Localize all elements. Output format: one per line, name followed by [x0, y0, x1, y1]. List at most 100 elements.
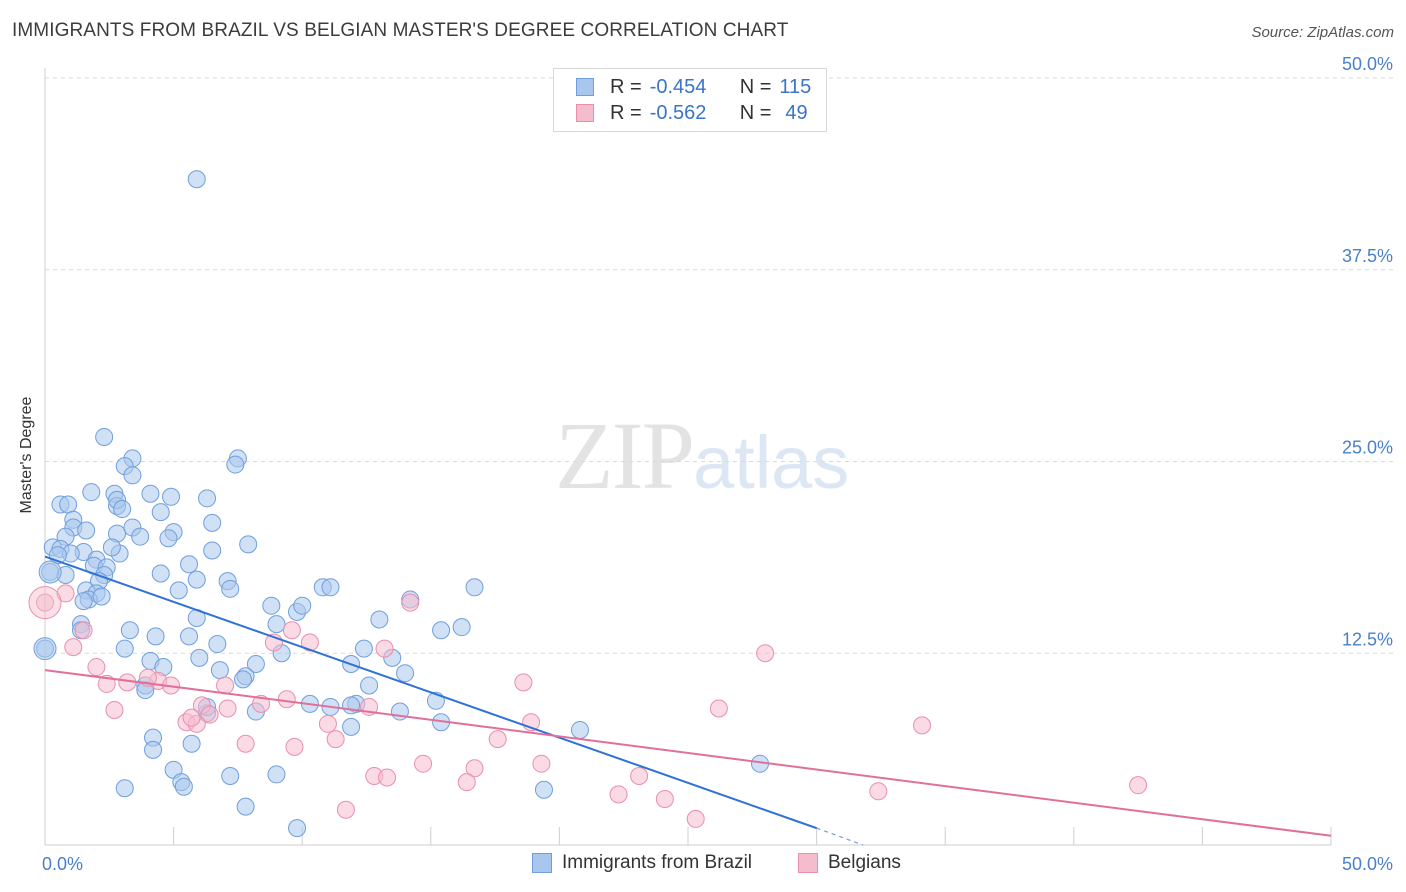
brazil-point	[226, 455, 245, 474]
legend-row-belgians: R = -0.562 N = 49	[576, 101, 808, 125]
brazil-point	[187, 570, 206, 589]
brazil-point	[74, 592, 93, 611]
trend-line-brazil-extension	[816, 827, 864, 846]
brazil-point	[208, 635, 227, 654]
y-axis-label-wrap: Master's Degree	[0, 0, 52, 892]
y-tick-label: 50.0%	[1342, 54, 1393, 74]
brazil-point	[92, 587, 111, 606]
belgians-point	[709, 699, 728, 718]
brazil-point	[236, 797, 255, 816]
y-axis-label: Master's Degree	[18, 396, 35, 514]
legend-swatch-belgians	[576, 104, 594, 122]
brazil-point	[198, 489, 217, 508]
legend-swatch-brazil	[532, 853, 552, 873]
brazil-point	[115, 779, 134, 798]
brazil-point	[234, 670, 253, 689]
belgians-point	[686, 809, 705, 828]
belgians-point	[97, 674, 116, 693]
brazil-point	[113, 500, 132, 519]
brazil-point	[246, 654, 265, 673]
brazil-point	[370, 610, 389, 629]
belgians-point	[56, 584, 75, 603]
belgians-point	[869, 782, 888, 801]
y-tick-label: 37.5%	[1342, 246, 1393, 266]
belgians-point	[282, 621, 301, 640]
brazil-point	[146, 627, 165, 646]
legend-label-brazil: Immigrants from Brazil	[562, 852, 753, 873]
brazil-point	[131, 527, 150, 546]
belgians-point	[609, 785, 628, 804]
belgians-point	[87, 658, 106, 677]
belgians-point	[236, 734, 255, 753]
brazil-point	[169, 581, 188, 600]
brazil-point	[180, 555, 199, 574]
tick-labels: 12.5% 25.0% 37.5% 50.0% 0.0% 50.0%	[42, 54, 1393, 874]
brazil-point	[95, 427, 114, 446]
legend-label-belgians: Belgians	[828, 852, 901, 873]
belgians-point	[300, 633, 319, 652]
belgians-point	[756, 644, 775, 663]
correlation-legend: R = -0.454 N = 115 R = -0.562 N = 49	[553, 68, 827, 132]
belgians-point	[655, 789, 674, 808]
belgians-point	[326, 730, 345, 749]
belgians-point	[1129, 776, 1148, 795]
belgians-point	[318, 714, 337, 733]
brazil-point	[190, 648, 209, 667]
belgians-point	[375, 639, 394, 658]
belgians-point	[277, 690, 296, 709]
belgians-point	[74, 621, 93, 640]
legend-r-label: R =	[610, 101, 642, 124]
brazil-point	[180, 627, 199, 646]
brazil-point	[120, 621, 139, 640]
brazil-point	[174, 777, 193, 796]
series-brazil-points	[33, 170, 770, 838]
brazil-point	[570, 720, 589, 739]
belgians-point	[200, 705, 219, 724]
brazil-point	[432, 621, 451, 640]
belgians-point	[457, 773, 476, 792]
brazil-point	[77, 521, 96, 540]
belgians-point	[252, 694, 271, 713]
watermark: ZIPatlas	[555, 400, 849, 511]
belgians-point	[105, 701, 124, 720]
belgians-point	[401, 593, 420, 612]
belgians-point	[532, 754, 551, 773]
source-label: Source: ZipAtlas.com	[1251, 24, 1394, 41]
brazil-point	[187, 170, 206, 189]
brazil-point	[221, 766, 240, 785]
trend-line-belgians	[44, 669, 1332, 837]
legend-n-value: 115	[779, 75, 812, 98]
belgians-point	[913, 716, 932, 735]
brazil-point	[288, 819, 307, 838]
brazil-point	[360, 676, 379, 695]
brazil-point	[239, 535, 258, 554]
brazil-point	[342, 717, 361, 736]
legend-item-brazil: Immigrants from Brazil	[532, 852, 752, 874]
brazil-point	[267, 765, 286, 784]
brazil-point	[203, 513, 222, 532]
brazil-point	[396, 664, 415, 683]
brazil-point	[354, 639, 373, 658]
x-tick-label: 50.0%	[1342, 854, 1393, 874]
trend-lines	[44, 555, 1332, 846]
belgians-point	[64, 638, 83, 657]
legend-r-label: R =	[610, 75, 642, 98]
brazil-point	[162, 487, 181, 506]
belgians-point	[514, 673, 533, 692]
belgians-point	[218, 699, 237, 718]
brazil-point	[159, 529, 178, 548]
brazil-point	[534, 780, 553, 799]
y-tick-label: 25.0%	[1342, 438, 1393, 458]
trend-line-brazil	[44, 555, 817, 830]
y-tick-label: 12.5%	[1342, 629, 1393, 649]
belgians-point	[488, 730, 507, 749]
grid-lines	[45, 77, 1394, 654]
belgians-point	[336, 800, 355, 819]
brazil-point	[141, 484, 160, 503]
x-tick-label: 0.0%	[42, 854, 83, 874]
brazil-point	[151, 503, 170, 522]
brazil-point	[321, 578, 340, 597]
brazil-point-large	[38, 560, 62, 584]
brazil-point	[452, 618, 471, 637]
